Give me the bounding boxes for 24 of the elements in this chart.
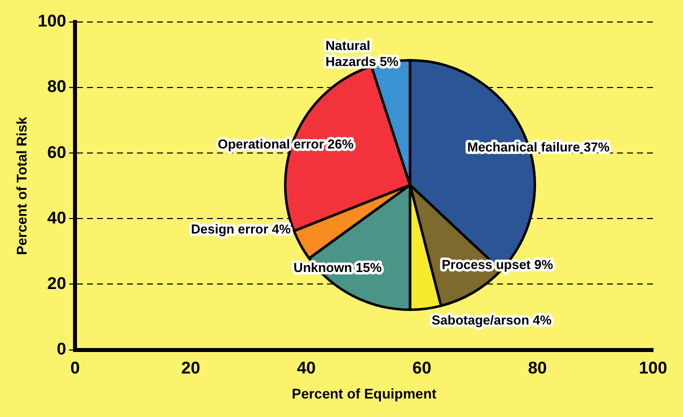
x-tick-label: 80	[528, 358, 547, 378]
data-label: 26%	[328, 136, 354, 152]
data-label: 37%	[584, 139, 610, 154]
slice-label: Operational error	[218, 136, 324, 152]
x-tick-label: 20	[181, 358, 200, 378]
data-label: 9%	[534, 257, 554, 272]
y-tick-label: 60	[47, 142, 66, 162]
y-axis-title: Percent of Total Risk	[13, 116, 30, 256]
y-tick-label: 40	[47, 208, 66, 228]
slice-label: Sabotage/arson	[432, 312, 530, 328]
data-label: 15%	[356, 260, 382, 275]
x-tick-label: 0	[70, 358, 80, 378]
y-tick-label: 100	[38, 12, 66, 31]
y-tick-label: 80	[47, 77, 66, 96]
data-label: 4%	[272, 222, 292, 237]
slice-label: Natural Hazards	[326, 38, 376, 69]
x-tick-label: 60	[412, 358, 432, 378]
y-tick-label: 0	[56, 339, 66, 358]
x-axis-title: Percent of Equipment	[292, 385, 437, 402]
x-tick-label: 40	[296, 358, 316, 378]
x-tick-label: 100	[638, 358, 668, 378]
data-label: 4%	[532, 312, 552, 328]
slice-label: Design error	[190, 222, 268, 237]
y-tick-label: 20	[47, 274, 66, 293]
